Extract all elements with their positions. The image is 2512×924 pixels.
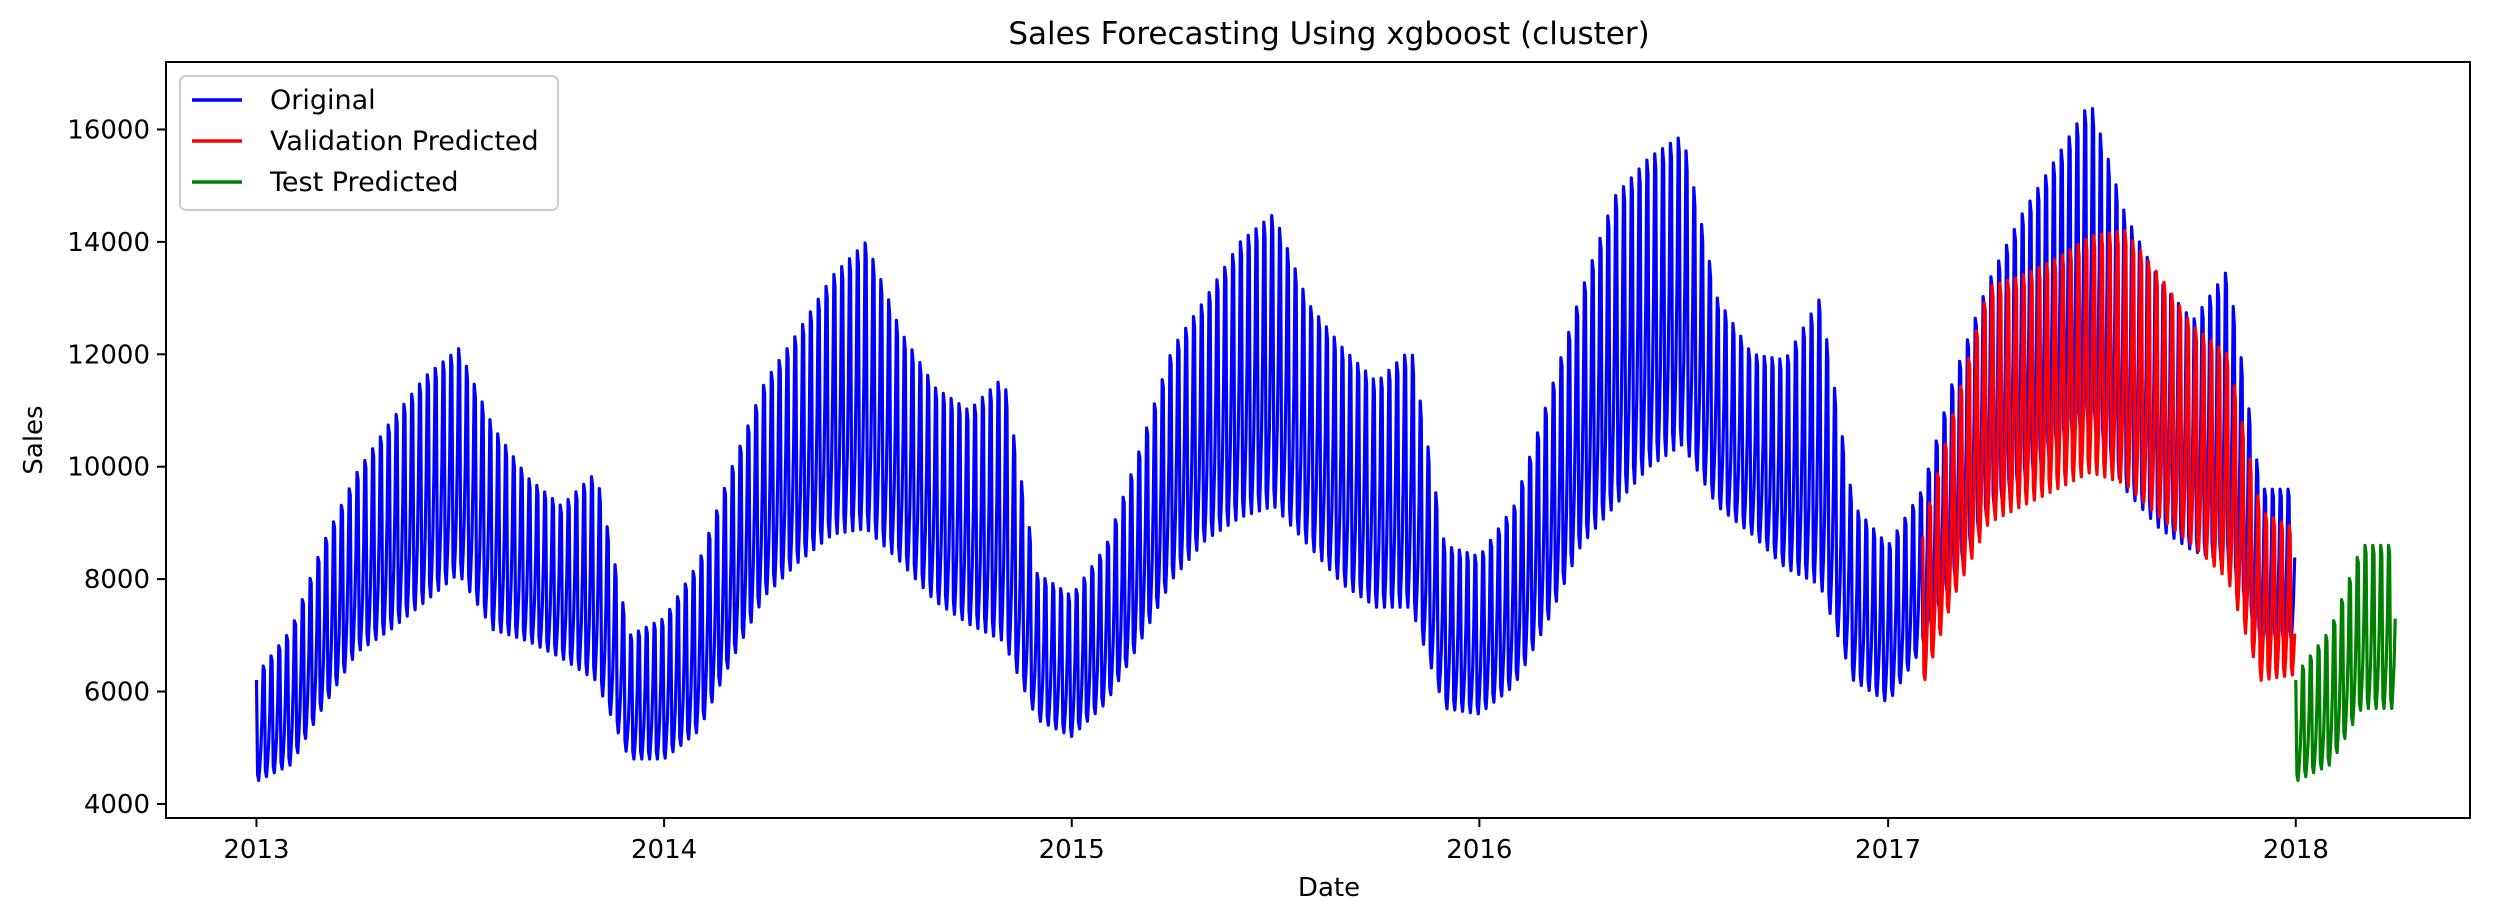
x-tick-label: 2017 xyxy=(1855,835,1921,865)
y-axis-label: Sales xyxy=(19,405,49,474)
y-tick-label: 6000 xyxy=(84,678,150,708)
y-axis: 4000 6000 8000 10000 12000 14000 16000 xyxy=(67,115,166,820)
plot-frame xyxy=(165,61,2471,819)
y-tick-label: 12000 xyxy=(67,340,150,370)
legend-label-test-predicted: Test Predicted xyxy=(269,167,459,198)
series-line-validation-predicted xyxy=(1921,229,2297,682)
x-tick-label: 2015 xyxy=(1039,835,1105,865)
x-tick-label: 2016 xyxy=(1446,835,1512,865)
legend-label-original: Original xyxy=(270,85,376,116)
y-tick-label: 4000 xyxy=(84,790,150,820)
series-layer xyxy=(254,107,2397,782)
x-tick-label: 2014 xyxy=(631,835,697,865)
x-tick-label: 2018 xyxy=(2263,835,2329,865)
x-axis-label: Date xyxy=(1298,873,1360,903)
y-tick-label: 14000 xyxy=(67,228,150,258)
y-tick-label: 8000 xyxy=(84,565,150,595)
legend: Original Validation Predicted Test Predi… xyxy=(179,75,559,211)
series-line-test-predicted xyxy=(2294,543,2397,782)
legend-box xyxy=(179,75,559,211)
y-tick-label: 10000 xyxy=(67,453,150,483)
x-axis: 2013 2014 2015 2016 2017 2018 xyxy=(223,818,2329,865)
x-tick-label: 2013 xyxy=(223,835,289,865)
legend-label-validation-predicted: Validation Predicted xyxy=(270,126,539,157)
y-tick-label: 16000 xyxy=(67,115,150,145)
chart-title: Sales Forecasting Using xgboost (cluster… xyxy=(1008,16,1649,52)
